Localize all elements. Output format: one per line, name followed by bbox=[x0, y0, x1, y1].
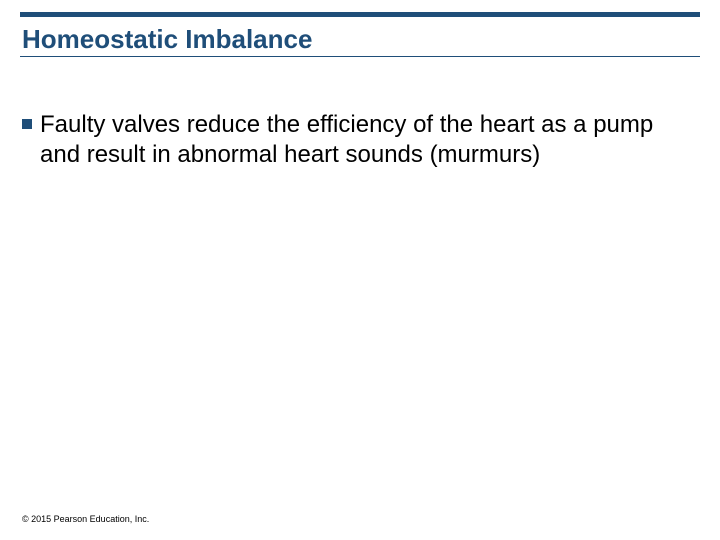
bullet-text: Faulty valves reduce the efficiency of t… bbox=[40, 110, 698, 170]
header-rule-thick bbox=[20, 12, 700, 17]
bullet-marker-icon bbox=[22, 119, 32, 129]
copyright-footer: © 2015 Pearson Education, Inc. bbox=[22, 514, 149, 524]
header-rule-thin bbox=[20, 56, 700, 57]
slide-body: Faulty valves reduce the efficiency of t… bbox=[22, 110, 698, 170]
bullet-item: Faulty valves reduce the efficiency of t… bbox=[22, 110, 698, 170]
slide-title: Homeostatic Imbalance bbox=[22, 24, 312, 55]
slide: Homeostatic Imbalance Faulty valves redu… bbox=[0, 0, 720, 540]
